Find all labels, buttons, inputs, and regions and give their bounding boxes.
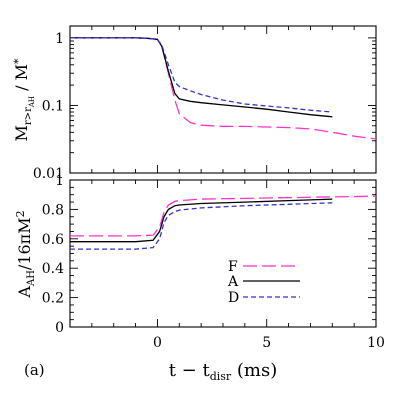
top-series-D — [70, 37, 333, 113]
top-y-axis-label: Mr>rAH / M* — [12, 58, 36, 141]
bottom-tick-labels: 00.20.40.60.810 5 10 — [42, 173, 385, 351]
bottom-y-axis-label: AAH/16πM2 — [14, 210, 37, 298]
bottom-plot-frame — [69, 179, 377, 328]
legend-label-D: D — [228, 290, 239, 306]
mass-outside-horizon-panel: 1 0.1 0.01 Mr>rAH / M* — [12, 25, 377, 182]
bottom-y-tick-label: 0.2 — [42, 291, 64, 307]
legend-label-A: A — [227, 274, 239, 290]
bottom-y-tick-label: 0.6 — [42, 232, 64, 248]
bottom-y-tick-label: 0.4 — [42, 261, 64, 277]
bottom-ticks — [69, 179, 377, 328]
bottom-series-F — [70, 195, 377, 237]
x-tick-label: 0 — [153, 335, 162, 351]
legend-label-F: F — [228, 259, 238, 275]
top-curves — [70, 37, 377, 140]
bottom-y-tick-label: 0 — [55, 320, 64, 336]
top-series-A — [70, 37, 333, 118]
bottom-y-tick-label: 1 — [55, 173, 64, 189]
top-y-tick-label: 1 — [55, 31, 64, 47]
x-tick-label: 10 — [367, 335, 385, 351]
top-y-tick-label: 0.01 — [33, 166, 64, 182]
bottom-y-tick-label: 0.8 — [42, 202, 64, 218]
bottom-series-A — [70, 198, 333, 243]
legend: FAD — [227, 259, 300, 306]
bottom-series-D — [70, 202, 333, 250]
top-y-tick-label: 0.1 — [42, 98, 64, 114]
horizon-area-panel: 00.20.40.60.810 5 10 AAH/16πM2 FAD — [14, 173, 385, 351]
x-axis-label: t − tdisr (ms) — [169, 360, 278, 383]
bottom-curves — [70, 195, 377, 250]
x-tick-label: 5 — [262, 335, 271, 351]
top-series-F — [70, 37, 377, 140]
panel-label: (a) — [24, 361, 45, 379]
top-tick-labels: 1 0.1 0.01 — [33, 31, 64, 182]
